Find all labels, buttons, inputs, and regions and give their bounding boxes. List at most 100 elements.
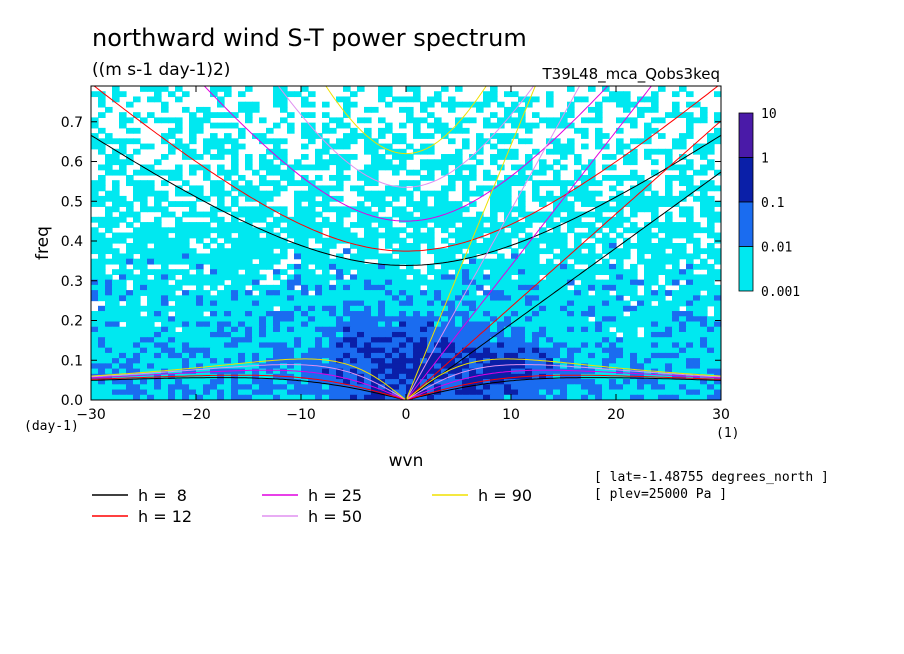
heatmap-cell — [315, 326, 323, 333]
heatmap-cell — [336, 389, 344, 396]
heatmap-cell — [609, 227, 617, 234]
heatmap-cell — [448, 216, 456, 223]
heatmap-cell — [126, 389, 134, 396]
heatmap-cell — [504, 211, 512, 218]
heatmap-cell — [392, 290, 400, 296]
heatmap-cell — [588, 311, 596, 317]
heatmap-cell — [420, 232, 428, 239]
heatmap-cell — [609, 295, 617, 302]
heatmap-cell — [567, 368, 575, 375]
heatmap-cell — [686, 295, 694, 302]
heatmap-cell — [98, 180, 106, 187]
heatmap-cell — [665, 258, 673, 265]
heatmap-cell — [658, 284, 666, 291]
heatmap-cell — [497, 185, 505, 192]
heatmap-cell — [693, 384, 701, 391]
heatmap-cell — [217, 122, 225, 129]
heatmap-cell — [322, 138, 330, 145]
heatmap-cell — [91, 185, 99, 192]
heatmap-cell — [553, 363, 561, 370]
heatmap-cell — [539, 295, 547, 302]
heatmap-cell — [301, 248, 309, 255]
heatmap-cell — [714, 316, 721, 323]
heatmap-cell — [280, 347, 288, 354]
heatmap-cell — [154, 169, 162, 176]
heatmap-cell — [294, 290, 302, 296]
heatmap-cell — [252, 227, 260, 234]
heatmap-cell — [574, 321, 582, 328]
heatmap-cell — [623, 284, 631, 291]
heatmap-cell — [427, 190, 435, 197]
heatmap-cell — [105, 321, 113, 328]
heatmap-cell — [441, 389, 449, 396]
heatmap-cell — [630, 122, 638, 129]
heatmap-cell — [686, 290, 694, 296]
heatmap-cell — [238, 279, 246, 286]
heatmap-cell — [224, 379, 232, 385]
heatmap-cell — [91, 216, 99, 223]
heatmap-cell — [686, 305, 694, 312]
heatmap-cell — [448, 347, 456, 354]
heatmap-cell — [637, 347, 645, 354]
heatmap-cell — [378, 290, 386, 296]
heatmap-cell — [371, 305, 379, 312]
heatmap-cell — [602, 174, 610, 181]
heatmap-cell — [714, 127, 721, 134]
heatmap-cell — [672, 337, 680, 344]
heatmap-cell — [203, 164, 211, 171]
heatmap-cell — [686, 127, 694, 134]
heatmap-cell — [434, 248, 442, 255]
heatmap-cell — [441, 274, 449, 281]
heatmap-cell — [546, 258, 554, 265]
heatmap-cell — [399, 185, 407, 192]
heatmap-cell — [700, 331, 708, 338]
heatmap-cell — [119, 342, 127, 349]
heatmap-cell — [476, 316, 484, 323]
heatmap-cell — [196, 342, 204, 349]
heatmap-cell — [231, 279, 239, 286]
heatmap-cell — [385, 159, 393, 166]
heatmap-cell — [476, 133, 484, 139]
heatmap-cell — [546, 384, 554, 391]
heatmap-cell — [532, 295, 540, 302]
heatmap-cell — [602, 373, 610, 380]
heatmap-cell — [644, 243, 652, 249]
heatmap-cell — [595, 337, 603, 344]
heatmap-cell — [679, 138, 687, 145]
heatmap-cell — [294, 321, 302, 328]
heatmap-cell — [371, 279, 379, 286]
x-tick-label: −20 — [181, 407, 211, 423]
heatmap-cell — [469, 300, 477, 307]
heatmap-cell — [385, 185, 393, 192]
heatmap-cell — [504, 311, 512, 317]
heatmap-cell — [217, 352, 225, 359]
heatmap-cell — [658, 295, 666, 302]
heatmap-cell — [392, 379, 400, 385]
heatmap-cell — [168, 347, 176, 354]
heatmap-cell — [420, 321, 428, 328]
heatmap-cell — [231, 169, 239, 176]
heatmap-cell — [203, 321, 211, 328]
heatmap-cell — [329, 222, 337, 228]
heatmap-cell — [532, 394, 540, 400]
heatmap-cell — [315, 358, 323, 364]
heatmap-cell — [497, 316, 505, 323]
heatmap-cell — [266, 394, 274, 400]
heatmap-cell — [392, 148, 400, 155]
heatmap-cell — [91, 316, 99, 323]
heatmap-cell — [308, 206, 316, 213]
heatmap-cell — [441, 305, 449, 312]
heatmap-cell — [371, 368, 379, 375]
heatmap-cell — [588, 389, 596, 396]
heatmap-cell — [420, 342, 428, 349]
heatmap-cell — [497, 358, 505, 364]
heatmap-cell — [91, 201, 99, 207]
heatmap-cell — [364, 227, 372, 234]
heatmap-cell — [91, 279, 99, 286]
heatmap-cell — [560, 148, 568, 155]
heatmap-cell — [462, 138, 470, 145]
heatmap-cell — [672, 253, 680, 260]
heatmap-cell — [539, 337, 547, 344]
heatmap-cell — [126, 154, 134, 160]
heatmap-cell — [469, 269, 477, 275]
